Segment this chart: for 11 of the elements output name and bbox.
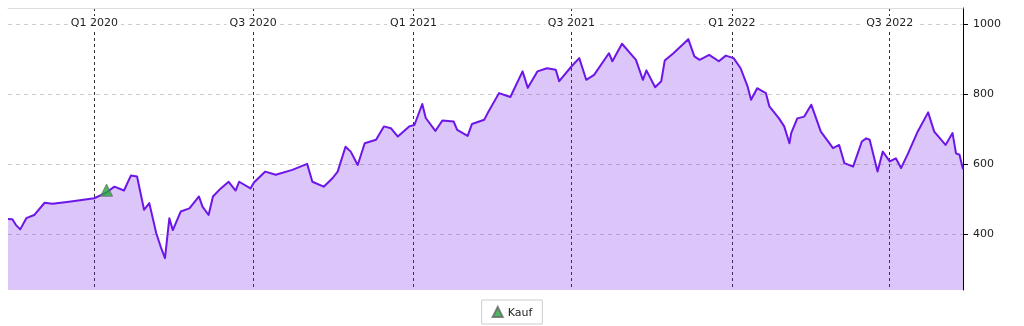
x-tick-label: Q1 2020 bbox=[70, 16, 118, 29]
y-tick-label: 400 bbox=[973, 227, 994, 241]
x-tick-label: Q1 2021 bbox=[389, 16, 438, 29]
x-tick-label: Q1 2022 bbox=[708, 16, 756, 29]
y-tick-label: 1000 bbox=[973, 17, 1001, 31]
x-tick-label: Q3 2020 bbox=[229, 16, 277, 29]
x-tick-label: Q3 2021 bbox=[547, 16, 595, 29]
legend-label: Kauf bbox=[507, 305, 534, 319]
y-tick-label: 800 bbox=[973, 87, 994, 101]
x-tick-label: Q3 2022 bbox=[866, 16, 914, 29]
y-tick-label: 600 bbox=[973, 157, 994, 171]
